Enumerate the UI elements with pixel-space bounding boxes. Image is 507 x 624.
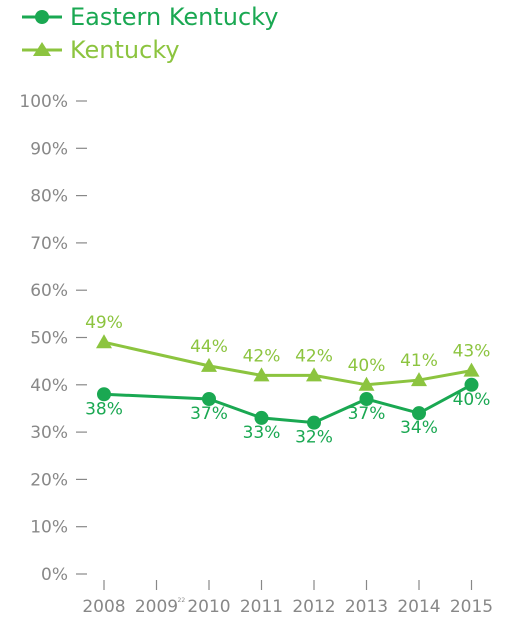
data-point — [359, 391, 374, 406]
data-label: 42% — [243, 346, 281, 366]
data-label: 32% — [295, 428, 333, 448]
y-tick-label: 40% — [30, 376, 68, 396]
data-label: 34% — [400, 418, 438, 438]
x-tick-label: 2008 — [82, 597, 125, 617]
data-label: 43% — [453, 342, 491, 362]
data-label: 37% — [190, 404, 228, 424]
data-point — [253, 367, 270, 382]
data-point — [201, 357, 217, 372]
data-label: 33% — [243, 423, 281, 443]
legend-item-0: Eastern Kentucky — [22, 3, 278, 31]
data-point — [306, 367, 322, 382]
legend-label: Eastern Kentucky — [70, 3, 278, 31]
legend: Eastern Kentucky Kentucky — [22, 3, 278, 64]
y-tick-label: 0% — [41, 565, 68, 585]
y-tick-label: 60% — [30, 281, 68, 301]
y-tick-label: 100% — [19, 92, 68, 112]
data-point — [464, 377, 479, 392]
legend-circle-icon — [35, 10, 49, 24]
data-label: 49% — [85, 313, 123, 333]
y-tick-label: 90% — [30, 139, 68, 159]
x-tick-label: 2012 — [292, 597, 335, 617]
data-point — [412, 406, 426, 421]
data-label: 40% — [348, 356, 386, 376]
x-tick-label: 2011 — [240, 597, 283, 617]
y-tick-label: 80% — [30, 187, 68, 207]
series-markers — [96, 334, 480, 430]
data-point — [202, 391, 216, 406]
y-axis: 0% 10% 20% 30% 40% 50% 60% 70% 80% 90% 100% — [19, 92, 87, 585]
x-tick-label: 2015 — [450, 597, 493, 617]
y-tick-label: 30% — [30, 423, 68, 443]
data-point — [97, 387, 111, 402]
data-label: 41% — [400, 351, 438, 371]
data-label: 40% — [453, 390, 491, 410]
x-tick-label: 2010 — [187, 597, 230, 617]
data-point — [96, 334, 112, 349]
data-point — [411, 372, 427, 387]
x-tick-label: 2014 — [397, 597, 440, 617]
data-label: 42% — [295, 346, 333, 366]
legend-triangle-icon — [33, 42, 51, 56]
x-tick-label: 2013 — [345, 597, 388, 617]
data-point — [254, 410, 269, 425]
y-tick-label: 50% — [30, 329, 68, 349]
y-tick-label: 70% — [30, 234, 68, 254]
x-tick-label: 2009 — [135, 597, 178, 617]
x-axis: 2008 2009 22 2010 2011 2012 2013 2014 2015 — [82, 580, 493, 617]
data-labels: 38% 37% 33% 32% 37% 34% 40% 49% 44% 42% 42% 40% 41% 4… — [85, 313, 490, 447]
data-point — [463, 362, 480, 377]
footnote-mark: 22 — [178, 597, 186, 604]
legend-item-1: Kentucky — [22, 36, 180, 64]
data-point — [307, 415, 321, 430]
y-tick-label: 20% — [30, 470, 68, 490]
legend-label: Kentucky — [70, 36, 180, 64]
data-label: 37% — [348, 404, 386, 424]
data-label: 38% — [85, 399, 123, 419]
y-tick-label: 10% — [30, 518, 68, 538]
data-point — [358, 376, 375, 391]
data-label: 44% — [190, 337, 228, 357]
